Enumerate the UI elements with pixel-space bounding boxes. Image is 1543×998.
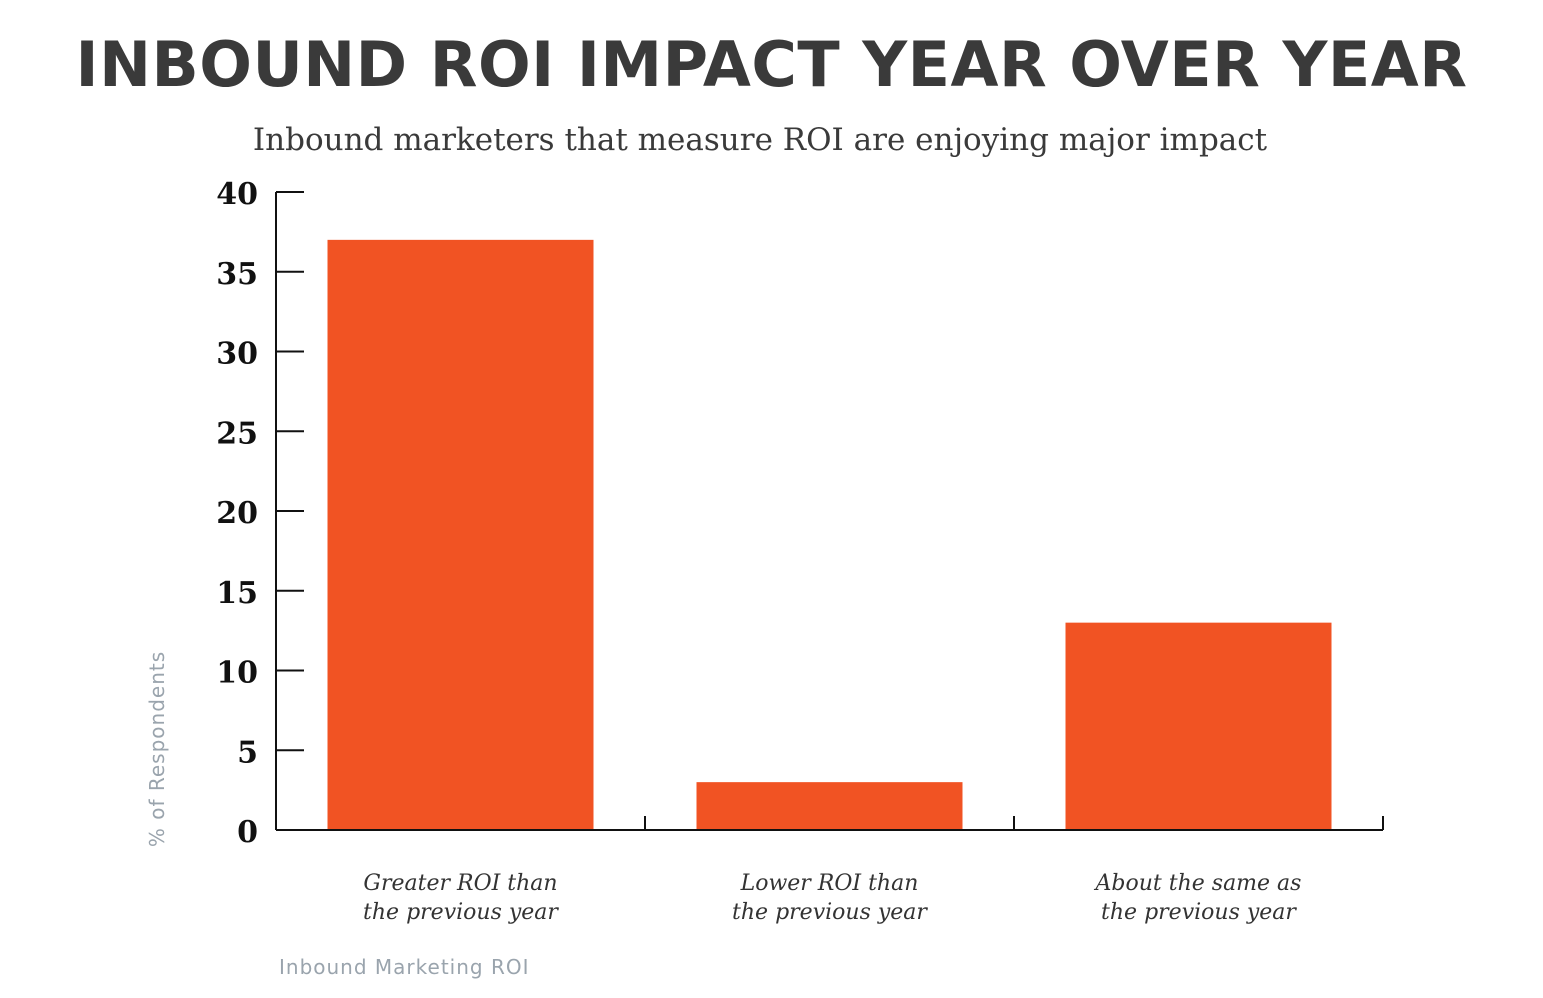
y-tick-label-20: 20 <box>216 496 258 531</box>
x-category-label-2-line-2: the previous year <box>732 900 928 925</box>
x-category-label-3-line-2: the previous year <box>1101 900 1297 925</box>
chart-title: INBOUND ROI IMPACT YEAR OVER YEAR <box>75 28 1468 101</box>
y-tick-label-30: 30 <box>216 337 258 372</box>
x-category-label-2-line-1: Lower ROI than <box>740 871 919 896</box>
y-tick-label-40: 40 <box>216 177 258 212</box>
y-tick-label-15: 15 <box>216 576 258 611</box>
y-tick-label-5: 5 <box>237 735 258 770</box>
y-tick-label-0: 0 <box>237 815 258 850</box>
y-axis-title: % of Respondents <box>145 651 169 847</box>
y-tick-label-35: 35 <box>216 257 258 292</box>
bar-3 <box>1065 622 1332 830</box>
bar-2 <box>696 782 963 830</box>
x-category-label-3-line-1: About the same as <box>1094 871 1302 896</box>
chart-subtitle: Inbound marketers that measure ROI are e… <box>252 122 1268 158</box>
y-tick-label-25: 25 <box>216 416 258 451</box>
x-category-label-1-line-2: the previous year <box>363 900 559 925</box>
bar-1 <box>327 239 594 831</box>
x-category-label-1-line-1: Greater ROI than <box>363 871 557 896</box>
y-tick-label-10: 10 <box>216 656 258 691</box>
footer-caption: Inbound Marketing ROI <box>279 955 530 979</box>
